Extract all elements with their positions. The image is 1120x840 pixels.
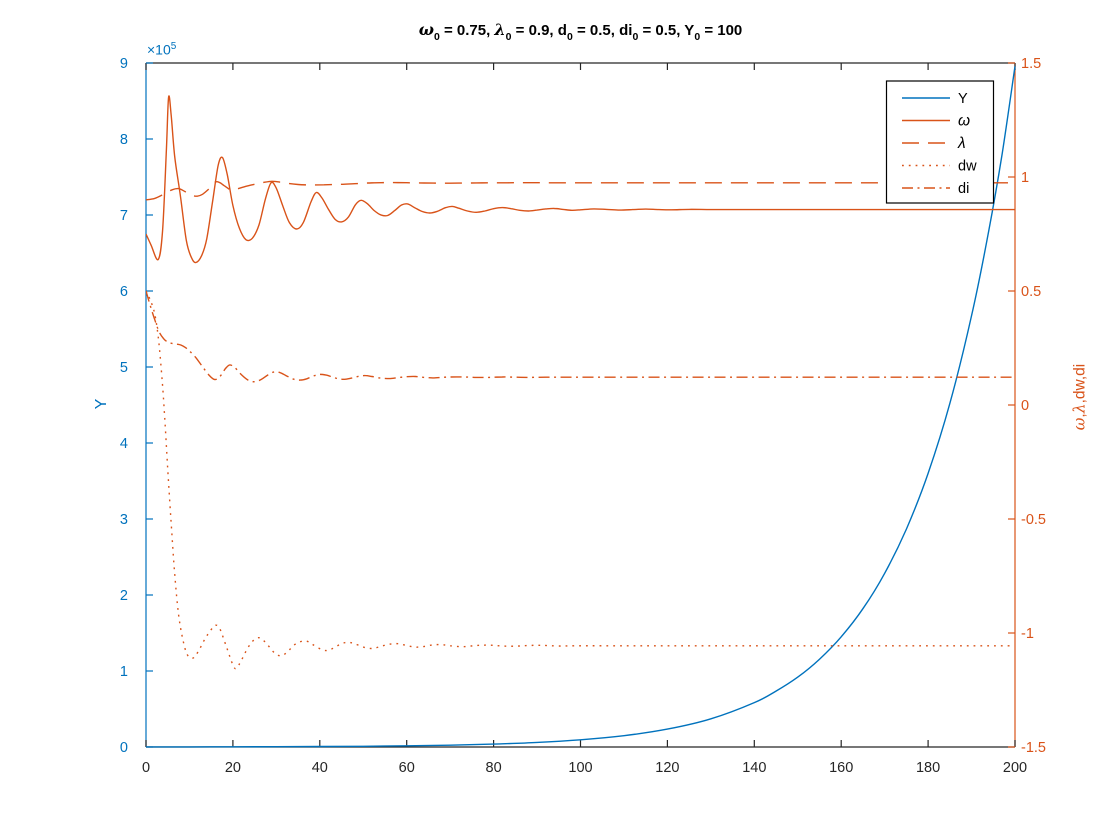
legend-entry-Y: Y <box>902 91 968 107</box>
right-axis-ticks: -1.5 -1 -0.5 0 0.5 1 1.5 <box>1008 56 1046 756</box>
x-tick-label: 140 <box>742 760 766 776</box>
right-tick-label: 0 <box>1021 398 1029 414</box>
right-tick-label: 1.5 <box>1021 56 1041 72</box>
multiplier-exponent: 5 <box>170 41 177 52</box>
title-segment: = 0.5, <box>572 22 620 39</box>
right-tick-label: -1 <box>1021 626 1034 642</box>
x-tick-label: 40 <box>312 760 328 776</box>
title-subscript: 0 <box>632 31 639 43</box>
axes-frame <box>145 62 1016 748</box>
series-dw <box>146 290 1015 670</box>
right-axis-label-segment: ,dw,di <box>1071 363 1089 404</box>
legend-entry-di: di <box>902 181 969 197</box>
legend-label: λ <box>957 135 966 152</box>
title-subscript: 0 <box>433 31 440 43</box>
x-tick-label: 160 <box>829 760 853 776</box>
series-lambda <box>146 180 1015 201</box>
title-subscript: 0 <box>505 31 512 43</box>
left-tick-label: 3 <box>120 512 128 528</box>
left-tick-label: 9 <box>120 56 128 72</box>
x-tick-label: 60 <box>399 760 415 776</box>
legend-entry-lambda: λ <box>902 135 966 152</box>
legend-entry-dw: dw <box>902 159 977 175</box>
x-tick-label: 80 <box>486 760 502 776</box>
chart-title: ω0 = 0.75, λ0 = 0.9, d0 = 0.5, di0 = 0.5… <box>146 20 1015 43</box>
legend-label: di <box>958 181 969 197</box>
title-segment: λ <box>494 20 506 39</box>
legend-entry-omega: ω <box>902 113 970 130</box>
right-axis-title: ω,λ,dw,di <box>1071 364 1090 430</box>
left-tick-label: 6 <box>120 284 128 300</box>
series-Y <box>146 66 1016 748</box>
legend-box <box>885 80 995 204</box>
left-tick-label: 2 <box>120 588 128 604</box>
title-segment: = 100 <box>700 22 743 39</box>
x-tick-label: 100 <box>568 760 592 776</box>
title-subscript: 0 <box>694 31 701 43</box>
left-tick-label: 8 <box>120 132 128 148</box>
legend: Yωλ dw di <box>885 80 995 204</box>
title-segment: d <box>557 22 567 39</box>
right-tick-label: 1 <box>1021 170 1029 186</box>
right-tick-label: -0.5 <box>1021 512 1046 528</box>
title-segment: = 0.5, <box>638 22 685 39</box>
series-omega <box>146 95 1016 264</box>
x-tick-label: 200 <box>1003 760 1027 776</box>
left-tick-label: 0 <box>120 740 128 756</box>
title-segment: di <box>619 22 633 39</box>
series-group <box>146 66 1016 748</box>
right-axis-label-segment: λ <box>1070 403 1089 414</box>
left-axis-title: Y <box>93 398 110 410</box>
title-subscript: 0 <box>566 31 573 43</box>
right-tick-label: 0.5 <box>1021 284 1041 300</box>
title-segment: ω <box>418 20 434 39</box>
right-axis-label-segment: ω <box>1070 417 1089 431</box>
x-axis-ticks: 0 20 40 60 80 100 120 140 160 180 200 <box>142 63 1027 776</box>
left-axis-multiplier: ×105 <box>147 41 176 58</box>
series-di <box>146 290 1015 383</box>
x-tick-label: 0 <box>142 760 150 776</box>
x-tick-label: 180 <box>916 760 940 776</box>
left-tick-label: 7 <box>120 208 128 224</box>
left-axis-ticks: 0 1 2 3 4 5 6 7 8 9 <box>120 56 153 756</box>
x-tick-label: 20 <box>225 760 241 776</box>
legend-label: Y <box>958 91 968 107</box>
multiplier-base: ×10 <box>147 41 171 58</box>
x-tick-label: 120 <box>655 760 679 776</box>
title-segment: = 0.75, <box>439 22 495 39</box>
title-segment: Y <box>684 22 695 39</box>
right-axis-label-segment: , <box>1071 413 1089 418</box>
title-segment: = 0.9, <box>511 22 558 39</box>
right-tick-label: -1.5 <box>1021 740 1046 756</box>
left-tick-label: 4 <box>120 436 128 452</box>
left-tick-label: 5 <box>120 360 128 376</box>
legend-label: ω <box>958 113 970 130</box>
left-tick-label: 1 <box>120 664 128 680</box>
legend-label: dw <box>958 159 977 175</box>
